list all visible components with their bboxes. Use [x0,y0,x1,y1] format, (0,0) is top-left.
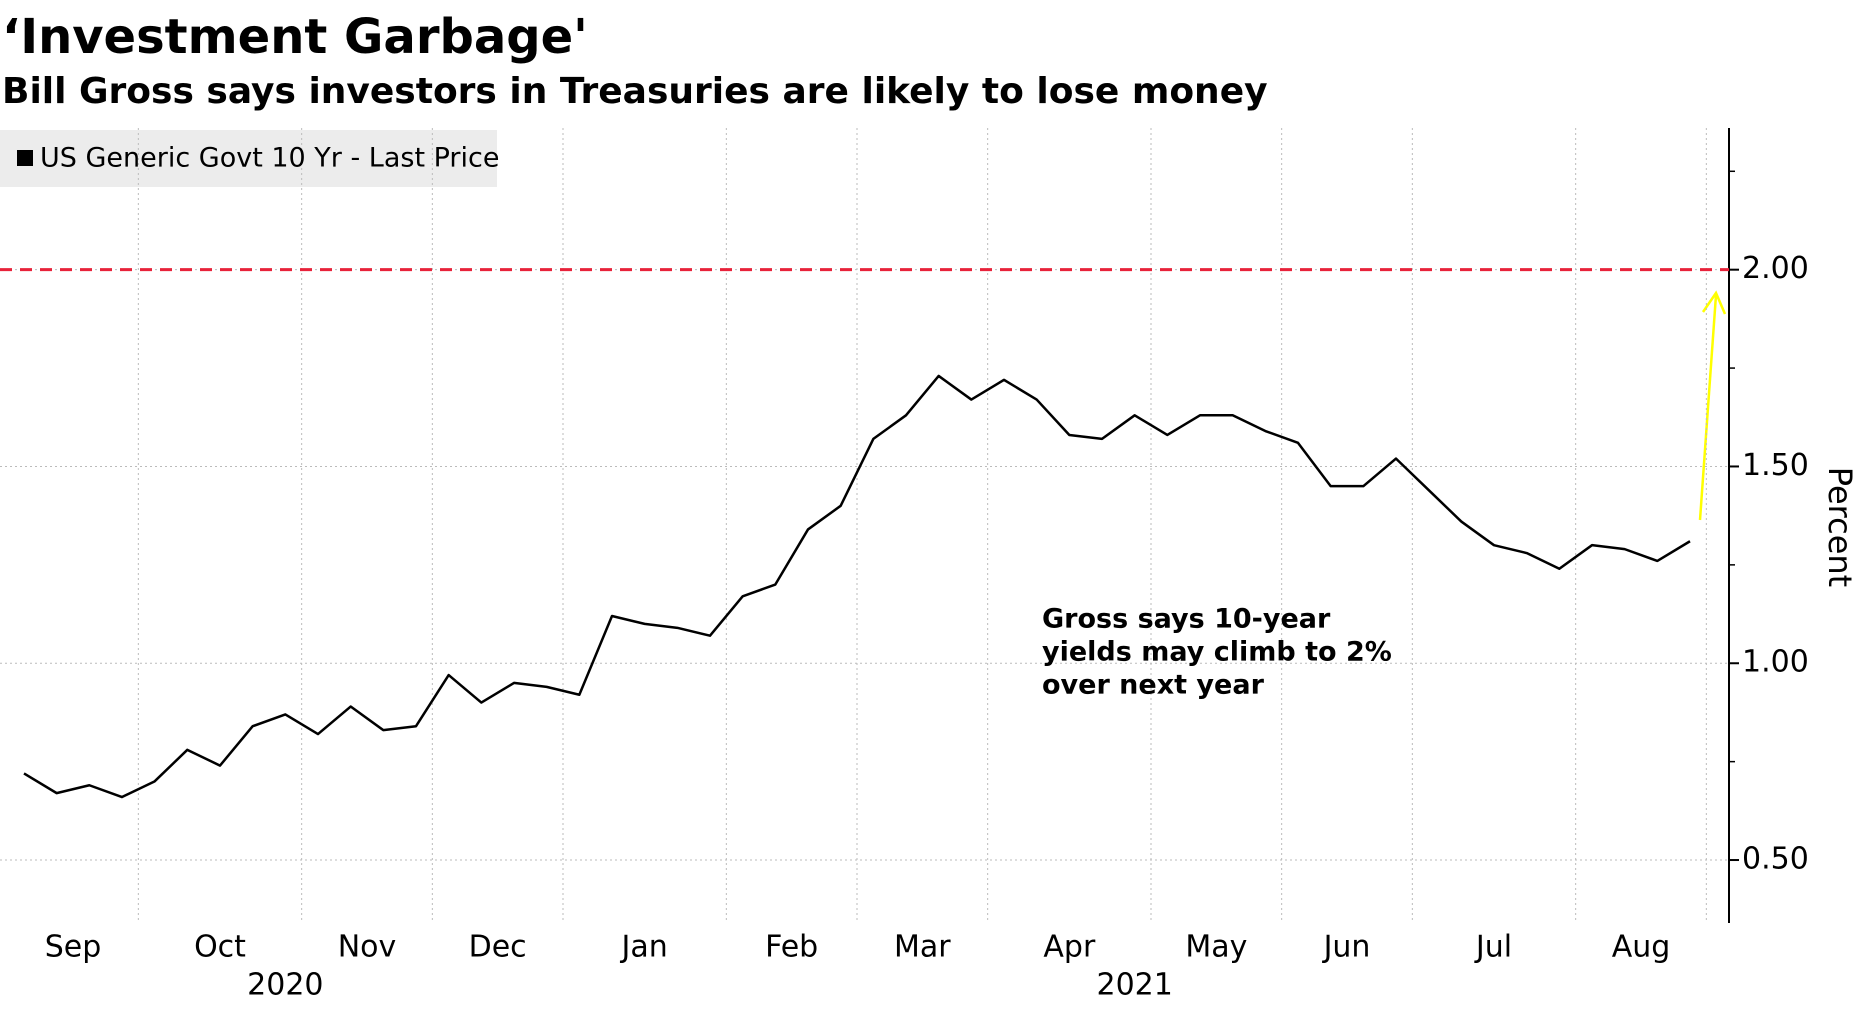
x-tick-label: Dec [469,930,527,965]
x-year-label: 2020 [247,968,323,1003]
x-tick-label: Aug [1612,930,1671,965]
legend-swatch [17,150,33,166]
x-tick-label: Jan [620,930,668,965]
x-tick-label: Jun [1322,930,1371,965]
line-series [23,374,1691,799]
x-tick-label: Mar [894,930,951,965]
x-tick-label: Jul [1474,930,1512,965]
legend-box [0,130,497,187]
chart-subtitle: Bill Gross says investors in Treasuries … [2,71,1268,112]
x-tick-label: Oct [194,930,246,965]
annotation-arrow [1698,294,1718,521]
x-tick-label: Apr [1043,930,1096,965]
legend-label: US Generic Govt 10 Yr - Last Price [40,143,500,174]
y-tick-label: 1.50 [1742,448,1809,483]
x-year-label: 2021 [1096,968,1172,1003]
annotation-arrowhead [1701,290,1727,315]
x-tick-label: Feb [765,930,818,965]
annotation-text: yields may climb to 2% [1042,637,1392,668]
annotation-text: Gross says 10-year [1042,604,1331,635]
y-tick-label: 1.00 [1742,645,1809,680]
chart-title: ‘Investment Garbage' [2,9,588,65]
x-tick-label: May [1185,930,1247,965]
y-tick-label: 2.00 [1742,251,1809,286]
y-tick-label: 0.50 [1742,842,1809,877]
annotation-text: over next year [1042,670,1265,701]
y-axis-label: Percent [1821,467,1859,587]
x-tick-label: Nov [338,930,397,965]
x-tick-label: Sep [45,930,102,965]
